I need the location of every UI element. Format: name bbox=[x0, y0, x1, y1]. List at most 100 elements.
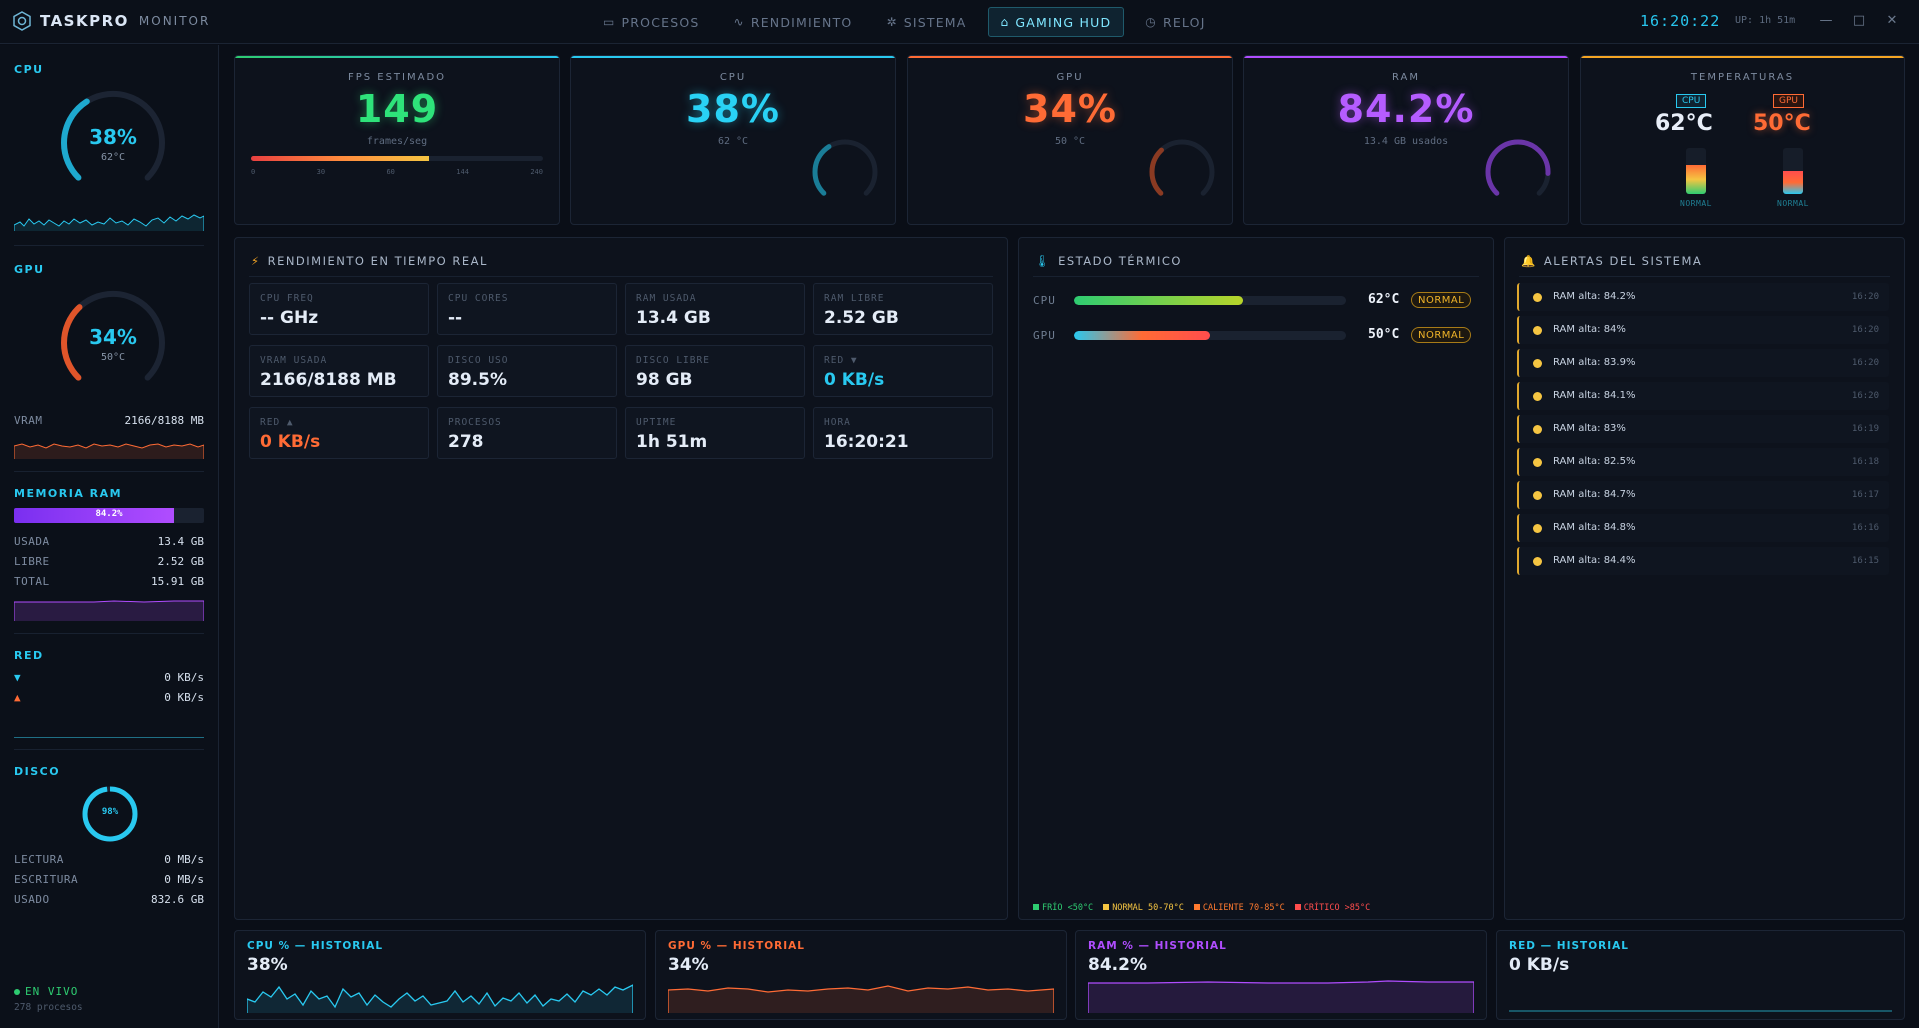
status-badge: NORMAL bbox=[1411, 292, 1472, 308]
ram-free-label: LIBRE bbox=[14, 555, 50, 568]
alert-item[interactable]: RAM alta: 84.2% 16:20 bbox=[1517, 283, 1889, 311]
thermal-legend: FRÍO <50°C NORMAL 50-70°C CALIENTE 70-85… bbox=[1033, 903, 1370, 913]
hexagon-logo-icon bbox=[13, 11, 31, 31]
live-indicator: EN VIVO bbox=[14, 985, 78, 998]
live-label: EN VIVO bbox=[25, 985, 79, 998]
gpu-sparkline bbox=[14, 443, 204, 459]
card-accent bbox=[1244, 56, 1568, 58]
ram-history-card: RAM % — HISTORIAL 84.2% bbox=[1075, 930, 1487, 1020]
thermal-value: 62°C bbox=[1368, 292, 1400, 307]
alert-time: 16:20 bbox=[1851, 292, 1879, 302]
metric-label: DISCO USO bbox=[448, 355, 509, 366]
alert-item[interactable]: RAM alta: 84.4% 16:15 bbox=[1517, 547, 1889, 575]
tab-sistema[interactable]: ✲ SISTEMA bbox=[873, 7, 979, 37]
tab-procesos[interactable]: ▭ PROCESOS bbox=[590, 7, 713, 37]
divider bbox=[14, 245, 204, 246]
app-subname: MONITOR bbox=[138, 14, 211, 28]
metric-value: 13.4 GB bbox=[636, 308, 711, 328]
cpu-history-card: CPU % — HISTORIAL 38% bbox=[234, 930, 646, 1020]
metric-label: RAM USADA bbox=[636, 293, 697, 304]
legend-swatch-icon bbox=[1033, 904, 1039, 910]
temps-title: TEMPERATURAS bbox=[1690, 72, 1795, 83]
cpu-thermometer bbox=[1686, 148, 1706, 194]
legend-swatch-icon bbox=[1103, 904, 1110, 910]
disk-write-value: 0 MB/s bbox=[164, 873, 204, 886]
alert-item[interactable]: RAM alta: 84% 16:20 bbox=[1517, 316, 1889, 344]
warning-dot-icon bbox=[1533, 293, 1542, 302]
status-badge: NORMAL bbox=[1411, 327, 1472, 343]
gpu-thermometer-fill bbox=[1783, 171, 1803, 194]
tab-label: RENDIMIENTO bbox=[750, 14, 853, 30]
monitor-icon: ▭ bbox=[603, 15, 616, 29]
alert-text: RAM alta: 83.9% bbox=[1553, 357, 1636, 368]
alert-item[interactable]: RAM alta: 82.5% 16:18 bbox=[1517, 448, 1889, 476]
metric-tile: DISCO LIBRE 98 GB bbox=[625, 345, 805, 397]
alert-item[interactable]: RAM alta: 83% 16:19 bbox=[1517, 415, 1889, 443]
gpu-gauge: 34% 50°C bbox=[58, 287, 168, 397]
metric-tile: RED ▲ 0 KB/s bbox=[249, 407, 429, 459]
metric-value: 89.5% bbox=[448, 370, 507, 390]
tab-rendimiento[interactable]: ∿ RENDIMIENTO bbox=[721, 7, 866, 37]
metric-value: -- bbox=[448, 308, 463, 328]
thermal-row-gpu: GPU 50°C NORMAL bbox=[1033, 325, 1495, 347]
sidebar-ram-title: MEMORIA RAM bbox=[14, 487, 123, 500]
alert-text: RAM alta: 84% bbox=[1553, 324, 1626, 335]
gpu-temp-status: NORMAL bbox=[1777, 199, 1809, 208]
divider bbox=[14, 749, 204, 750]
alert-time: 16:18 bbox=[1851, 457, 1879, 467]
vram-value: 2166/8188 MB bbox=[124, 414, 204, 427]
alert-time: 16:20 bbox=[1851, 325, 1879, 335]
metric-label: RED ▲ bbox=[260, 417, 294, 428]
fps-tick: 144 bbox=[456, 168, 469, 176]
card-accent bbox=[571, 56, 895, 58]
temperatures-card: TEMPERATURAS CPU GPU 62°C 50°C NORMAL NO… bbox=[1580, 55, 1905, 225]
panel-title: 🔔 ALERTAS DEL SISTEMA bbox=[1521, 254, 1702, 268]
fps-value: 149 bbox=[355, 87, 439, 131]
minimize-button[interactable]: — bbox=[1819, 13, 1833, 28]
alert-item[interactable]: RAM alta: 84.1% 16:20 bbox=[1517, 382, 1889, 410]
cpu-gauge-value: 38% bbox=[89, 125, 137, 149]
metric-value: 0 KB/s bbox=[824, 370, 885, 390]
thermal-fill bbox=[1074, 296, 1243, 305]
fps-card: FPS ESTIMADO 149 frames/seg 0 30 60 144 … bbox=[234, 55, 560, 225]
card-accent bbox=[908, 56, 1232, 58]
fps-tick: 30 bbox=[316, 168, 326, 176]
alert-item[interactable]: RAM alta: 83.9% 16:20 bbox=[1517, 349, 1889, 377]
maximize-button[interactable]: □ bbox=[1852, 13, 1866, 28]
warning-dot-icon bbox=[1533, 359, 1542, 368]
cpu-history-chart bbox=[247, 984, 633, 1013]
alert-time: 16:16 bbox=[1851, 523, 1879, 533]
legend-label: NORMAL 50-70°C bbox=[1112, 903, 1184, 913]
close-button[interactable]: ✕ bbox=[1886, 13, 1898, 28]
lightning-icon: ⚡ bbox=[251, 254, 261, 268]
tab-gaming-hud[interactable]: ⌂ GAMING HUD bbox=[987, 7, 1125, 37]
metric-value: 1h 51m bbox=[636, 432, 708, 452]
legend-item: FRÍO <50°C bbox=[1033, 903, 1093, 913]
gpu-card: GPU 34% 50 °C bbox=[907, 55, 1233, 225]
metric-tile: CPU FREQ -- GHz bbox=[249, 283, 429, 335]
cpu-gauge: 38% 62°C bbox=[58, 87, 168, 197]
ram-usage-label: 84.2% bbox=[95, 509, 123, 519]
net-down-row: ▼ 0 KB/s bbox=[14, 671, 204, 684]
arrow-up-icon: ▲ bbox=[14, 691, 22, 704]
disk-used-label: USADO bbox=[14, 893, 50, 906]
metric-tile: DISCO USO 89.5% bbox=[437, 345, 617, 397]
thermal-row-cpu: CPU 62°C NORMAL bbox=[1033, 290, 1495, 312]
panel-title: ⚡ RENDIMIENTO EN TIEMPO REAL bbox=[251, 254, 488, 268]
main-nav: ▭ PROCESOS ∿ RENDIMIENTO ✲ SISTEMA ⌂ GAM… bbox=[590, 7, 1219, 37]
alert-item[interactable]: RAM alta: 84.7% 16:17 bbox=[1517, 481, 1889, 509]
cpu-temp-status: NORMAL bbox=[1680, 199, 1712, 208]
metric-label: RED ▼ bbox=[824, 355, 858, 366]
ram-usage-bar: 84.2% bbox=[14, 508, 204, 523]
metric-value: 0 KB/s bbox=[260, 432, 321, 452]
metric-tile: VRAM USADA 2166/8188 MB bbox=[249, 345, 429, 397]
cpu-card-ring bbox=[812, 139, 878, 196]
pulse-icon: ∿ bbox=[733, 15, 745, 29]
legend-item: CALIENTE 70-85°C bbox=[1193, 903, 1285, 913]
alert-item[interactable]: RAM alta: 84.8% 16:16 bbox=[1517, 514, 1889, 542]
vram-label: VRAM bbox=[14, 414, 43, 427]
gpu-card-title: GPU bbox=[1056, 72, 1084, 83]
tab-label: GAMING HUD bbox=[1015, 14, 1112, 30]
cpu-card-temp: 62 °C bbox=[717, 136, 749, 147]
tab-reloj[interactable]: ◷ RELOJ bbox=[1132, 7, 1218, 37]
